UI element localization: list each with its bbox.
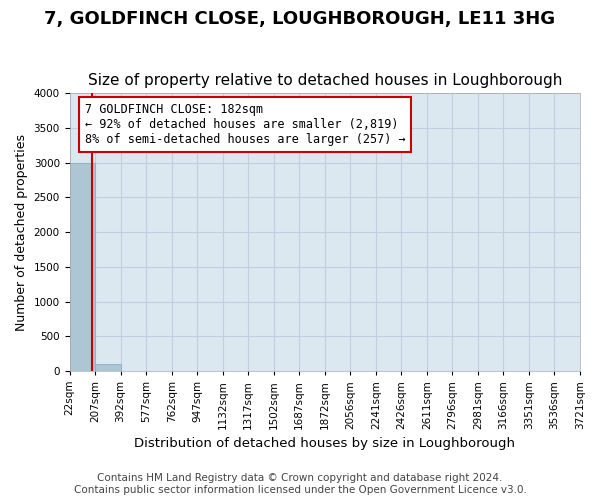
Bar (70, 162, 95, 371)
Title: Size of property relative to detached houses in Loughborough: Size of property relative to detached ho… (88, 73, 562, 88)
Text: 7, GOLDFINCH CLOSE, LOUGHBOROUGH, LE11 3HG: 7, GOLDFINCH CLOSE, LOUGHBOROUGH, LE11 3… (44, 10, 556, 28)
Text: 7 GOLDFINCH CLOSE: 182sqm
← 92% of detached houses are smaller (2,819)
8% of sem: 7 GOLDFINCH CLOSE: 182sqm ← 92% of detac… (85, 103, 406, 146)
Bar (95, 364, 121, 371)
X-axis label: Distribution of detached houses by size in Loughborough: Distribution of detached houses by size … (134, 437, 515, 450)
Text: Contains HM Land Registry data © Crown copyright and database right 2024.
Contai: Contains HM Land Registry data © Crown c… (74, 474, 526, 495)
Y-axis label: Number of detached properties: Number of detached properties (15, 134, 28, 330)
